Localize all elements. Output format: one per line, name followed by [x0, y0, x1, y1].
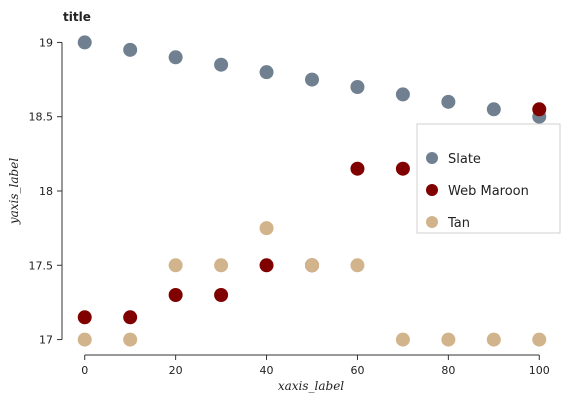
point-web-maroon	[77, 310, 92, 325]
point-slate	[305, 72, 319, 87]
x-tick-label: 20	[169, 364, 183, 377]
point-web-maroon	[168, 288, 183, 302]
legend-label-web-maroon: Web Maroon	[448, 184, 529, 199]
y-tick-label: 18.5	[29, 111, 54, 124]
point-web-maroon	[532, 102, 547, 117]
point-slate	[214, 57, 229, 72]
point-slate	[123, 42, 138, 57]
point-slate	[77, 35, 92, 50]
x-axis: 0 20 40 60 80 100	[81, 354, 550, 377]
point-web-maroon	[214, 288, 229, 302]
point-tan	[395, 332, 410, 347]
point-slate	[168, 50, 183, 65]
point-tan	[77, 332, 92, 347]
point-tan	[532, 332, 547, 347]
point-tan	[214, 258, 229, 273]
legend-label-slate: Slate	[448, 152, 481, 167]
point-slate	[395, 87, 410, 102]
x-axis-label: xaxis_label	[278, 379, 344, 393]
point-web-maroon	[350, 161, 365, 176]
x-tick-label: 80	[441, 364, 455, 377]
chart-title: title	[63, 10, 91, 24]
legend-box	[416, 123, 561, 234]
x-tick-label: 60	[350, 364, 364, 377]
y-tick-label: 17.5	[29, 259, 54, 272]
legend-marker-tan	[426, 216, 438, 228]
point-tan	[305, 258, 319, 273]
y-axis-label: yaxis_label	[7, 158, 21, 225]
point-slate	[486, 102, 501, 117]
legend: Slate Web Maroon Tan	[416, 123, 561, 234]
point-tan	[259, 221, 274, 236]
point-web-maroon	[123, 310, 138, 325]
x-tick-label: 100	[529, 364, 550, 377]
point-tan	[486, 332, 501, 347]
legend-label-tan: Tan	[447, 216, 470, 231]
point-web-maroon	[259, 258, 274, 273]
point-slate	[441, 94, 456, 109]
y-tick-label: 19	[39, 36, 53, 49]
point-tan	[350, 258, 365, 273]
y-axis: 17 17.5 18 18.5 19	[29, 36, 63, 347]
point-slate	[259, 65, 274, 80]
x-tick-label: 40	[260, 364, 274, 377]
legend-marker-web-maroon	[426, 184, 438, 196]
point-tan	[168, 258, 183, 273]
y-tick-label: 17	[39, 334, 53, 347]
legend-marker-slate	[426, 152, 438, 164]
point-tan	[123, 332, 138, 347]
point-web-maroon	[395, 161, 410, 176]
point-slate	[350, 80, 365, 94]
y-tick-label: 18	[39, 185, 53, 198]
x-tick-label: 0	[81, 364, 88, 377]
point-tan	[441, 332, 456, 347]
